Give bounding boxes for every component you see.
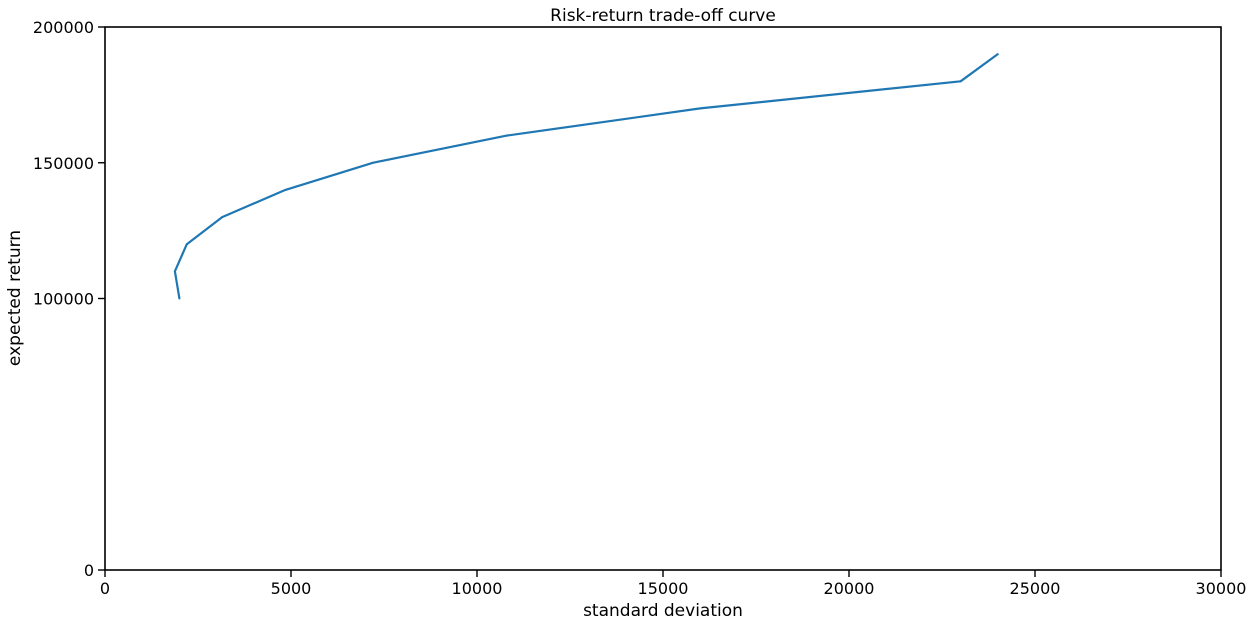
data-point (185, 243, 188, 246)
data-point (505, 134, 508, 137)
data-point (178, 297, 181, 300)
data-point (371, 161, 374, 164)
x-tick-label: 20000 (824, 579, 875, 598)
data-point (173, 270, 176, 273)
data-point (284, 188, 287, 191)
x-tick-label: 30000 (1196, 579, 1247, 598)
data-point (959, 80, 962, 83)
x-axis-ticks: 0 5000 10000 15000 20000 25000 30000 (100, 570, 1247, 598)
y-axis-ticks: 0 100000 150000 200000 (33, 18, 105, 580)
series-line (173, 53, 999, 299)
plot-frame (104, 26, 1222, 571)
x-tick-label: 5000 (271, 579, 312, 598)
x-tick-label: 15000 (638, 579, 689, 598)
x-axis-label: standard deviation (583, 601, 743, 621)
chart-title: Risk-return trade-off curve (550, 6, 776, 26)
y-tick-label: 100000 (33, 290, 94, 309)
series-group (173, 53, 999, 300)
data-point (221, 216, 224, 219)
y-axis-label: expected return (5, 230, 25, 366)
x-tick-label: 10000 (452, 579, 503, 598)
x-tick-label: 0 (100, 579, 110, 598)
y-tick-label: 200000 (33, 18, 94, 37)
y-tick-label: 0 (84, 561, 94, 580)
x-tick-label: 25000 (1010, 579, 1061, 598)
data-point (699, 107, 702, 110)
y-tick-label: 150000 (33, 154, 94, 173)
data-point (996, 53, 999, 56)
